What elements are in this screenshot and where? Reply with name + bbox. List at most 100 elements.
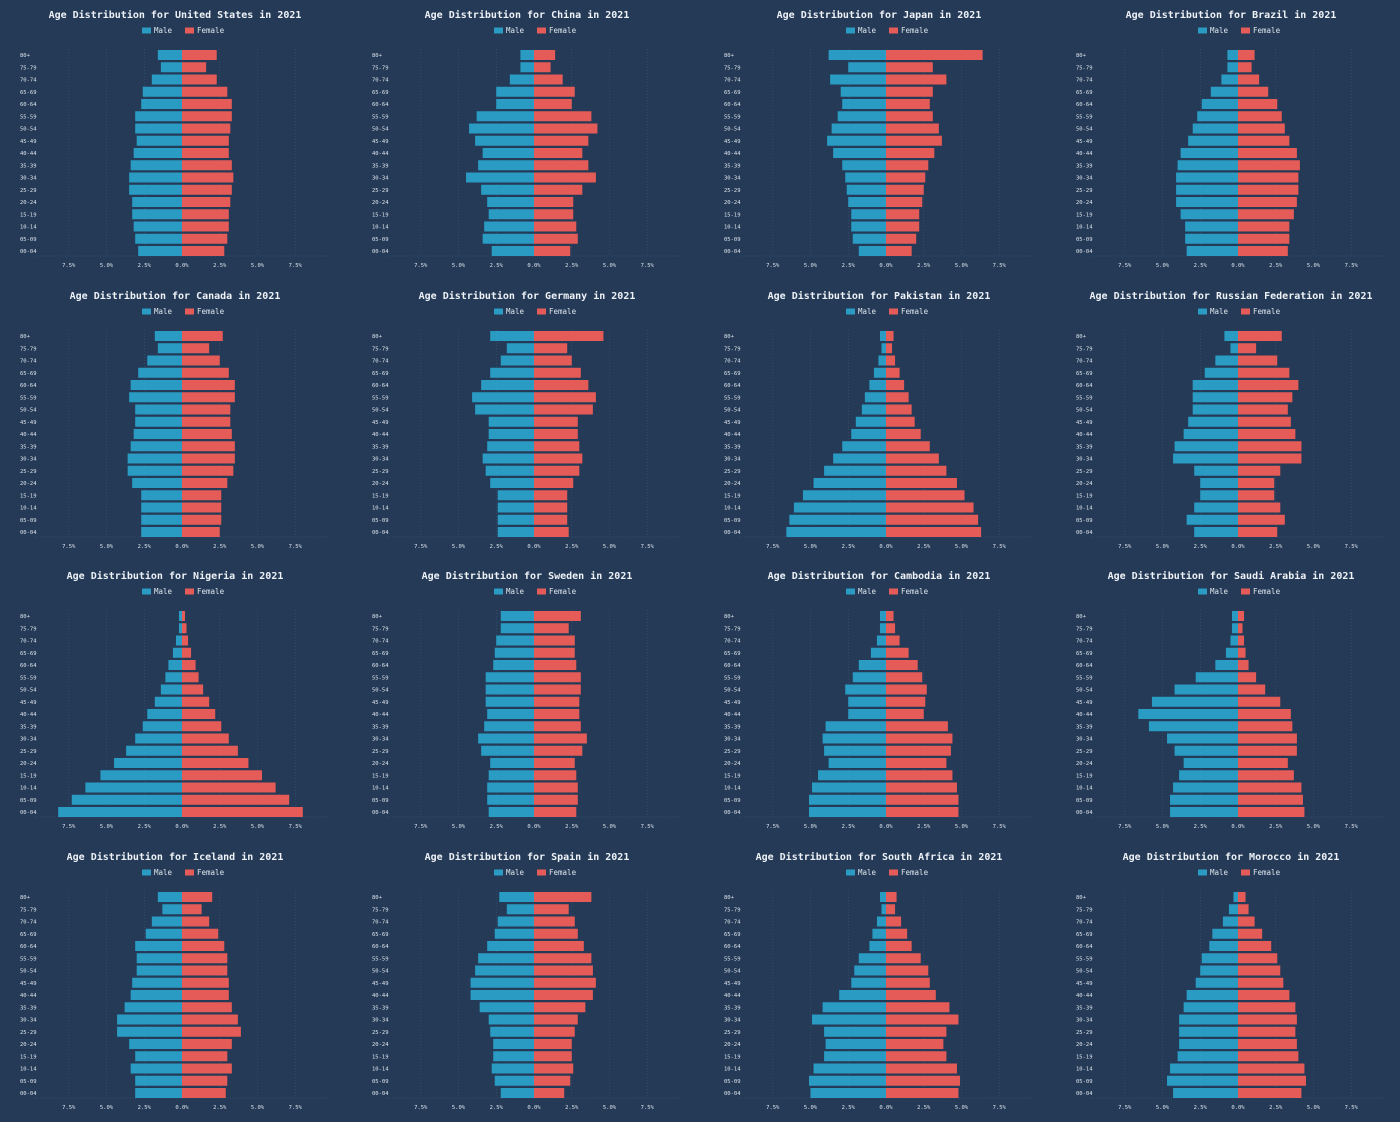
x-tick-label: 2.5%: [842, 824, 856, 830]
age-label: 15-19: [20, 1054, 37, 1060]
bar-female: [886, 330, 894, 341]
bar-male: [1231, 623, 1238, 634]
x-tick-label: 7.5%: [62, 1105, 76, 1111]
bar-male: [490, 330, 534, 341]
age-label: 60-64: [20, 102, 37, 108]
bar-male: [165, 672, 182, 683]
age-label: 50-54: [724, 127, 741, 133]
bar-male: [487, 440, 534, 451]
age-label: 75-79: [20, 346, 37, 352]
x-tick-label: 0.0%: [175, 1105, 189, 1111]
x-tick-label: 2.5%: [917, 544, 931, 550]
bar-female: [886, 233, 917, 244]
x-tick-label: 5.0%: [251, 824, 265, 830]
x-tick-label: 7.5%: [1345, 824, 1359, 830]
legend-swatch-male: [1198, 869, 1207, 875]
bar-female: [1238, 1001, 1296, 1012]
bar-male: [1194, 502, 1238, 512]
age-label: 80+: [1076, 614, 1087, 620]
bar-male: [488, 428, 534, 439]
bar-male: [138, 367, 182, 378]
age-label: 30-34: [724, 1017, 741, 1023]
bar-female: [1238, 391, 1293, 402]
bar-female: [534, 330, 604, 341]
age-label: 30-34: [724, 456, 741, 462]
bar-male: [162, 903, 182, 914]
bar-female: [1238, 696, 1281, 707]
bar-male: [848, 696, 886, 707]
x-tick-label: 7.5%: [289, 1105, 303, 1111]
bar-female: [1238, 526, 1278, 537]
age-label: 10-14: [724, 1066, 741, 1072]
x-tick-label: 5.0%: [1307, 544, 1321, 550]
bar-male: [485, 672, 534, 683]
bar-male: [1177, 1050, 1238, 1061]
bar-male: [878, 355, 886, 365]
bar-male: [154, 696, 182, 707]
bar-male: [141, 99, 182, 109]
bar-female: [886, 794, 959, 805]
bar-male: [839, 989, 886, 1000]
age-label: 55-59: [20, 395, 37, 401]
bar-male: [147, 355, 182, 365]
x-tick-label: 5.0%: [1156, 544, 1170, 550]
x-tick-label: 7.5%: [1118, 263, 1132, 269]
bar-male: [828, 50, 886, 60]
bar-male: [497, 526, 534, 537]
age-label: 60-64: [1076, 102, 1093, 108]
legend-label-male: Male: [1210, 307, 1229, 316]
bar-male: [1186, 989, 1238, 1000]
x-tick-label: 5.0%: [251, 544, 265, 550]
x-tick-label: 7.5%: [641, 544, 655, 550]
bar-male: [879, 330, 886, 341]
bar-male: [845, 172, 886, 183]
bar-male: [1194, 465, 1238, 476]
age-label: 30-34: [724, 176, 741, 182]
age-label: 30-34: [1076, 456, 1093, 462]
bar-female: [534, 391, 596, 402]
bar-female: [1238, 733, 1297, 744]
x-tick-label: 2.5%: [490, 824, 504, 830]
bar-female: [1238, 660, 1249, 670]
x-tick-label: 2.5%: [490, 263, 504, 269]
age-label: 65-69: [1076, 651, 1093, 657]
bar-male: [1228, 903, 1238, 914]
bar-male: [879, 891, 886, 902]
chart-title: Age Distribution for China in 2021: [425, 9, 630, 21]
age-label: 75-79: [1076, 346, 1093, 352]
age-label: 60-64: [724, 383, 741, 389]
legend-swatch-female: [185, 869, 194, 875]
bar-female: [886, 391, 909, 402]
bar-male: [135, 233, 182, 244]
bar-male: [824, 1026, 886, 1037]
bar-female: [534, 672, 581, 683]
legend-label-female: Female: [197, 307, 225, 316]
age-label: 65-69: [724, 370, 741, 376]
bar-female: [1238, 721, 1293, 732]
x-tick-label: 5.0%: [804, 263, 818, 269]
x-tick-label: 0.0%: [175, 824, 189, 830]
bar-female: [1238, 928, 1263, 939]
bar-male: [831, 123, 886, 134]
bar-male: [1194, 526, 1238, 537]
bar-male: [160, 684, 182, 695]
age-label: 15-19: [20, 493, 37, 499]
bar-female: [534, 221, 577, 232]
age-label: 50-54: [724, 407, 741, 413]
legend-label-female: Female: [197, 868, 225, 877]
bar-male: [494, 928, 534, 939]
bar-male: [810, 1087, 886, 1098]
pyramid-chart: Age Distribution for South Africa in 202…: [724, 851, 1034, 1111]
legend-swatch-female: [537, 869, 546, 875]
bar-male: [136, 965, 182, 975]
bar-male: [1222, 916, 1238, 926]
bar-male: [1185, 233, 1238, 244]
x-tick-label: 2.5%: [1269, 824, 1283, 830]
bar-male: [160, 62, 182, 73]
age-label: 75-79: [372, 907, 389, 913]
bar-male: [520, 62, 534, 73]
bar-male: [135, 123, 182, 134]
age-label: 30-34: [372, 456, 389, 462]
bar-female: [1238, 1087, 1302, 1098]
legend-label-male: Male: [154, 307, 173, 316]
